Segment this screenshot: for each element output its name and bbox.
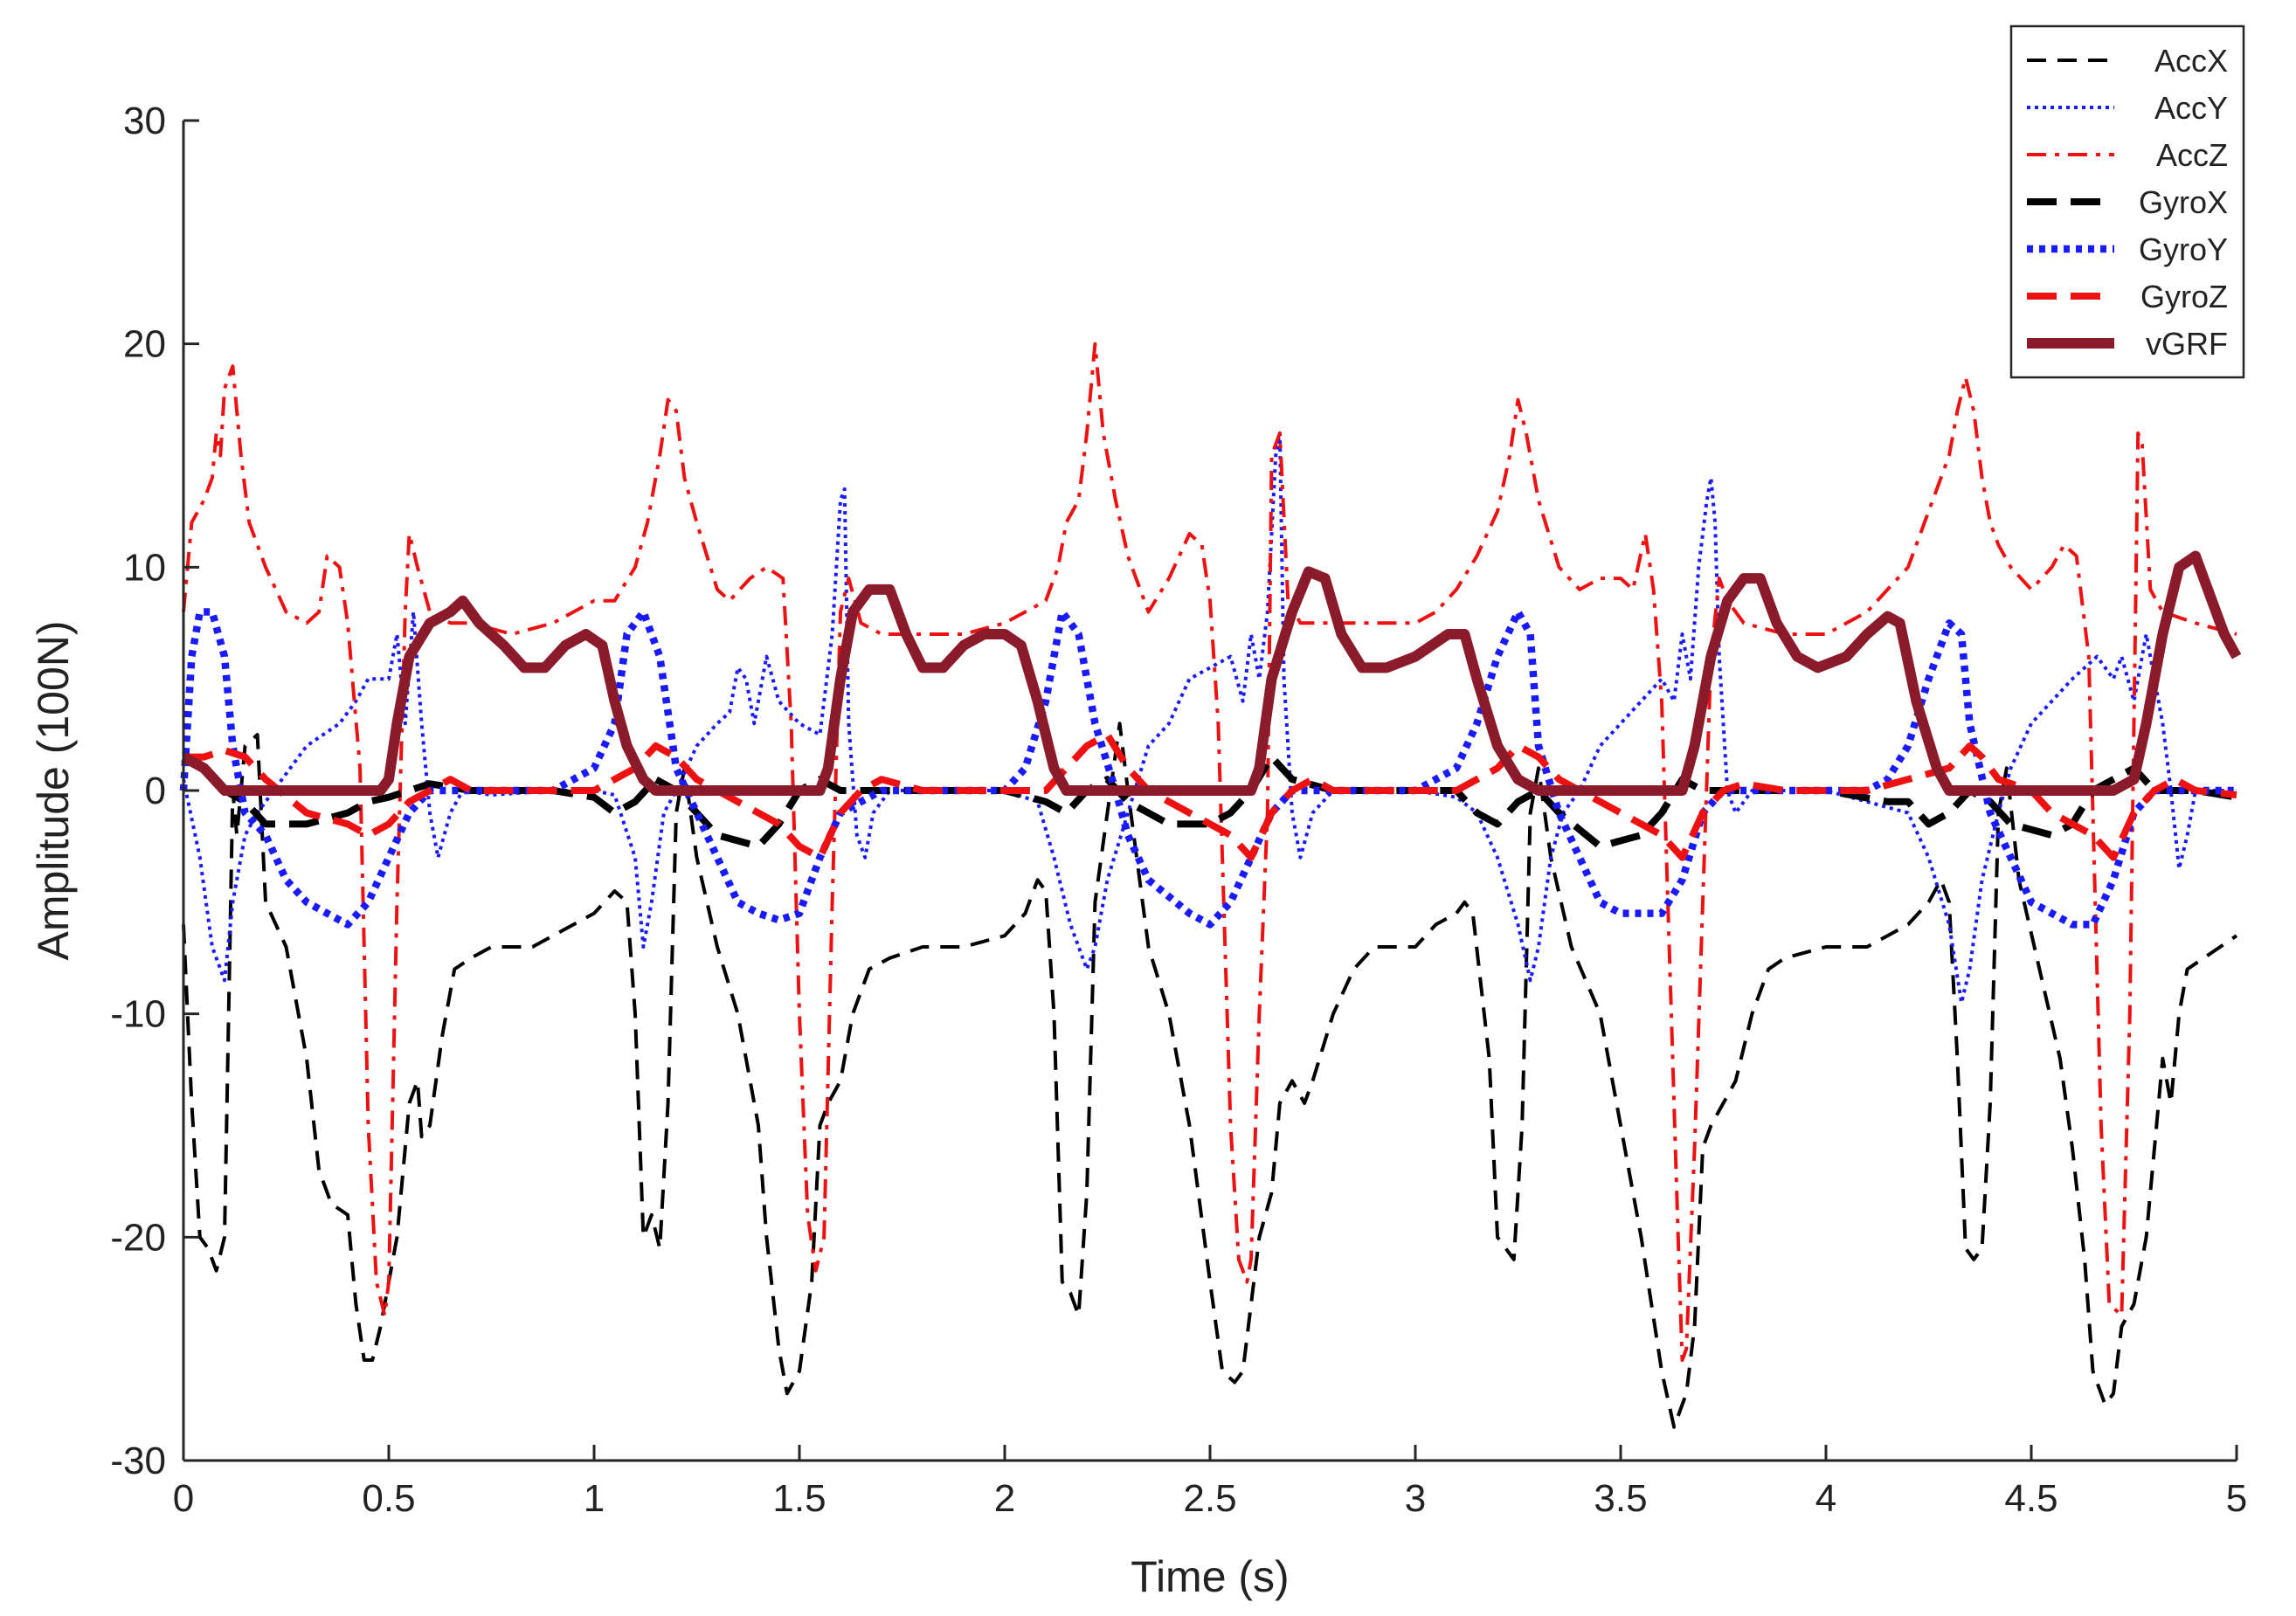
x-tick-label: 1.5 (772, 1477, 826, 1520)
x-axis-label: Time (s) (1131, 1552, 1289, 1601)
series-line-accz (182, 342, 2237, 1362)
legend-label-gyroy: GyroY (2139, 231, 2228, 267)
legend-label-accx: AccX (2154, 43, 2228, 79)
y-tick-label: -10 (110, 993, 166, 1036)
y-tick-label: 0 (145, 770, 166, 812)
x-tick-label: 1 (584, 1477, 605, 1520)
series-layer (179, 342, 2242, 1429)
series-line-gyroy (179, 608, 2237, 929)
ticks-layer: 0 0.5 1 1.5 2 2.5 3 3.5 4 4.5 5 -30 -20 -10 0 10 20 30 (110, 100, 2247, 1520)
series-line-accx (182, 722, 2238, 1429)
series-line-accy (182, 431, 2237, 1005)
legend-label-accy: AccY (2154, 90, 2228, 126)
legend-label-gyrox: GyroX (2139, 184, 2228, 220)
x-tick-label: 4 (1815, 1477, 1836, 1520)
y-tick-label: 30 (123, 100, 166, 142)
x-tick-label: 3.5 (1594, 1477, 1647, 1520)
x-tick-label: 5 (2226, 1477, 2247, 1520)
y-tick-label: 10 (123, 546, 166, 589)
y-axis-label: Amplitude (100N) (29, 620, 78, 960)
x-tick-label: 0 (173, 1477, 194, 1520)
x-tick-label: 2 (994, 1477, 1015, 1520)
x-tick-label: 4.5 (2004, 1477, 2057, 1520)
y-tick-label: -20 (110, 1216, 166, 1259)
x-tick-label: 2.5 (1183, 1477, 1236, 1520)
legend: AccX AccY AccZ GyroX GyroY GyroZ vGRF (2009, 24, 2245, 379)
x-tick-label: 0.5 (362, 1477, 415, 1520)
series-line-vgrf (181, 550, 2242, 796)
legend-label-accz: AccZ (2156, 137, 2228, 173)
legend-label-vgrf: vGRF (2146, 326, 2228, 362)
legend-label-gyroz: GyroZ (2140, 279, 2228, 314)
y-tick-label: -30 (110, 1440, 166, 1482)
x-tick-label: 3 (1405, 1477, 1426, 1520)
y-tick-label: 20 (123, 323, 166, 366)
